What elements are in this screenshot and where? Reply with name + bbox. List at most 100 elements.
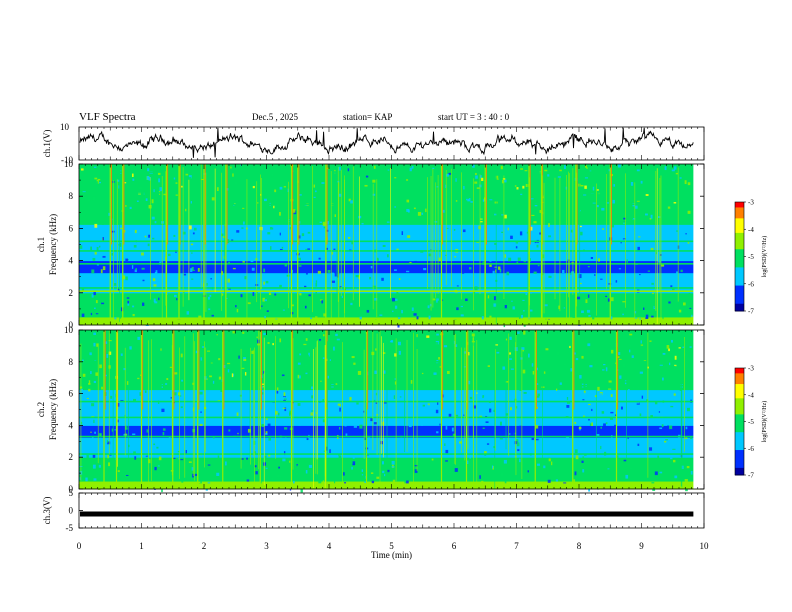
ch2-spec-speckle: [161, 408, 165, 413]
ch3-ytick-label: 0: [69, 506, 74, 516]
ch1-spec-speckle: [504, 288, 506, 290]
ch2-spec-speckle: [616, 369, 619, 371]
ch1-spec-speckle: [612, 178, 615, 181]
ch2-spec-speckle: [561, 350, 565, 352]
ch1-spec-speckle: [653, 305, 656, 310]
ch1-spec-freq-row: [79, 212, 704, 217]
ch2-spec-speckle: [373, 399, 376, 401]
ch2-spec-speckle: [383, 402, 387, 404]
ch1-spec-speckle: [132, 305, 135, 308]
ch2-spec-speckle: [612, 358, 615, 361]
x-tick-label: 9: [639, 541, 644, 551]
ch1-spec-speckle: [347, 224, 350, 228]
ch1-spec-speckle: [522, 185, 525, 189]
ch2-spec-ytick-label: 6: [69, 389, 74, 399]
ch2-spec-colorbar-cell: [735, 391, 744, 394]
ch1-spec-colorbar-cell: [735, 254, 744, 257]
ch2-spec-speckle: [522, 369, 526, 374]
ch2-spec-speckle: [605, 422, 608, 425]
ch2-spec-speckle: [427, 403, 430, 406]
ch1-spec-speckle: [301, 233, 305, 237]
ch1-spec-speckle: [360, 241, 364, 245]
ch1-spec-speckle: [586, 309, 591, 313]
ch2-spec-speckle: [351, 357, 355, 359]
ch1-spec-speckle: [531, 214, 535, 217]
ch2-spec-speckle: [322, 334, 325, 337]
ch2-spec-speckle: [133, 398, 137, 402]
ch1-spec-freq-row: [79, 224, 704, 229]
ch1-spec-speckle: [522, 299, 525, 301]
ch1-spec-speckle: [94, 177, 98, 180]
ch1-spec-speckle: [279, 232, 281, 236]
ch2-spec-speckle: [684, 479, 688, 482]
ch2-spec-speckle: [265, 417, 268, 421]
ch2-spec-speckle: [578, 426, 582, 430]
ch1-spec-speckle: [687, 182, 691, 186]
ch2-spec-speckle: [125, 371, 129, 376]
ch2-spec-speckle: [661, 377, 664, 381]
ch1-spec-speckle: [357, 212, 360, 216]
ch1-spec-speckle: [564, 165, 566, 170]
ch1-spec-speckle: [395, 298, 398, 301]
ch2-spec-speckle: [307, 355, 310, 360]
ch2-spec-speckle: [519, 425, 523, 429]
ch1-spec-speckle: [125, 288, 128, 292]
ch2-spec-speckle: [123, 372, 126, 375]
ch1-spec-speckle: [558, 305, 561, 310]
ch1-spec-colorbar-cell: [735, 227, 744, 230]
ch2-spec-speckle: [689, 437, 693, 440]
ch2-spec-speckle: [617, 356, 620, 358]
ch1-spec-speckle: [562, 269, 565, 274]
ch2-spec-speckle: [161, 488, 163, 493]
ch2-spec-speckle: [188, 461, 192, 463]
ch2-spec-speckle: [545, 378, 548, 381]
ch1-spec-speckle: [511, 300, 513, 302]
ch2-spec-speckle: [617, 352, 621, 355]
ch1-spec-freq-row: [79, 244, 704, 250]
ch1-spec-speckle: [132, 178, 135, 181]
ch2-spec-colorbar-cell: [735, 453, 744, 456]
ch1-spec-speckle: [531, 234, 533, 236]
ch1-spec-speckle: [191, 266, 194, 271]
ch1-spec-speckle: [119, 242, 122, 247]
ch2-spec-speckle: [374, 370, 378, 375]
ch1-spec-speckle: [236, 230, 240, 233]
ch1-spec-speckle: [396, 310, 399, 315]
ch1-spec-speckle: [623, 217, 626, 222]
ch2-spec-speckle: [296, 465, 300, 469]
ch2-spec-speckle: [438, 467, 441, 471]
ch2-spec-speckle: [688, 438, 691, 440]
ch1-spec-speckle: [141, 267, 145, 270]
ch2-spec-colorbar-cell: [735, 450, 744, 453]
ch2-spec-speckle: [160, 348, 162, 351]
ch2-spec-speckle: [157, 465, 160, 467]
ch3-ylabel: ch.3(V): [42, 497, 52, 525]
ch1-spec-speckle: [645, 317, 649, 319]
ch2-spec-speckle: [353, 361, 356, 365]
ch1-spec-speckle: [266, 310, 269, 312]
ch2-spec-speckle: [300, 488, 303, 493]
ch1-spec-speckle: [514, 185, 517, 187]
ch1-spec-speckle: [396, 291, 400, 295]
ch1-spec-speckle: [167, 205, 170, 208]
ch1-spec-speckle: [446, 173, 449, 177]
ch2-spec-speckle: [260, 448, 264, 450]
ch1-spec-speckle: [270, 246, 272, 250]
ch2-spec-speckle: [691, 379, 694, 381]
ch1-spec-speckle: [475, 175, 478, 179]
ch2-spec-speckle: [88, 380, 91, 384]
ch2-spec-speckle: [389, 340, 393, 343]
ch1-spec-speckle: [592, 186, 595, 191]
ch2-spec-speckle: [120, 353, 123, 356]
ch1-spec-ytick-label: 10: [64, 159, 74, 169]
ch1-spec-colorbar-cell: [735, 205, 744, 208]
ch1-spec-colorbar-cell: [735, 296, 744, 299]
ch2-spec-speckle: [120, 399, 124, 402]
ch2-spec-speckle: [581, 460, 584, 463]
ch1-spec-speckle: [615, 280, 618, 283]
ch2-spec-colorbar-cell: [735, 382, 744, 385]
ch2-spec-speckle: [591, 422, 594, 427]
ch1-spec-speckle: [578, 274, 582, 279]
ch2-spec-speckle: [445, 449, 449, 454]
ch1-spec-ylabel-channel: ch.1: [36, 237, 46, 252]
